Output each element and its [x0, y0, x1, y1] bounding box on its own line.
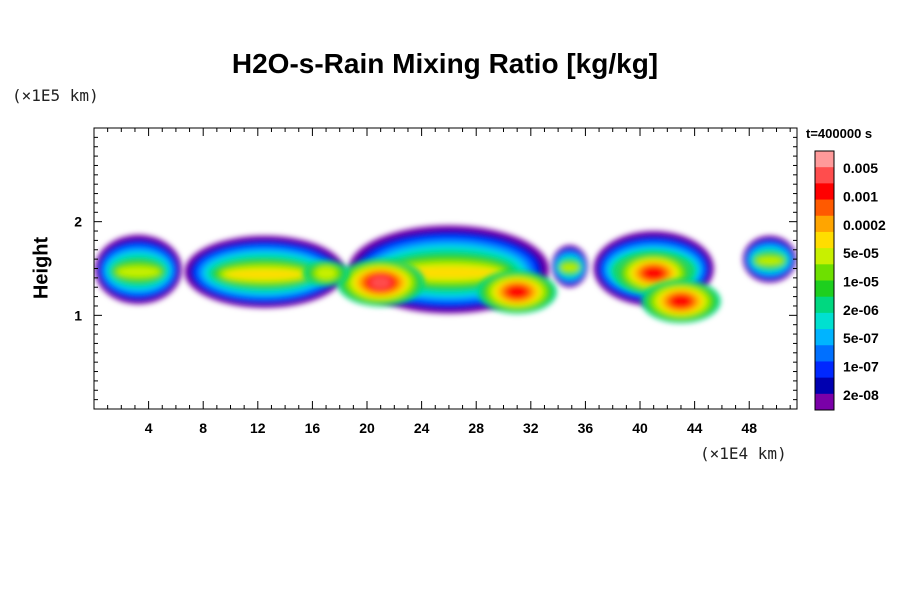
- cloud-contour: [399, 266, 499, 279]
- rain-hotspot: [477, 270, 557, 314]
- colorbar-label: 0.005: [843, 160, 878, 176]
- cloud-band: [742, 235, 797, 283]
- x-tick-label: 40: [632, 420, 648, 436]
- colorbar-swatch: [815, 345, 834, 362]
- colorbar-swatch: [815, 329, 834, 346]
- cloud-contour: [756, 257, 783, 265]
- x-axis: 4 8 12 16 20 24 28 32 36 40 44 48: [107, 128, 791, 436]
- x-tick-label: 8: [199, 420, 207, 436]
- time-label: t=400000 s: [806, 126, 873, 141]
- x-tick-label: 48: [741, 420, 757, 436]
- hotspot-contour: [506, 285, 528, 299]
- colorbar-swatch: [815, 199, 834, 217]
- rain-hotspot: [336, 258, 425, 307]
- y-axis: 12: [74, 136, 797, 401]
- colorbar-swatch: [815, 215, 834, 233]
- cloud-contour: [225, 269, 304, 280]
- colorbar-swatch: [815, 296, 834, 314]
- x-tick-label: 20: [359, 420, 375, 436]
- x-tick-label: 32: [523, 420, 539, 436]
- y-axis-unit-label: (×1E5 km): [12, 86, 99, 105]
- colorbar-label: 5e-05: [843, 245, 879, 261]
- rain-hotspot: [641, 279, 721, 323]
- cloud-band: [184, 235, 345, 308]
- colorbar-swatch: [815, 361, 834, 379]
- colorbar-swatch: [815, 264, 834, 281]
- colorbar-swatch: [815, 393, 834, 411]
- colorbar-label: 1e-07: [843, 358, 879, 374]
- cloud-band: [94, 234, 182, 305]
- x-tick-label: 28: [468, 420, 484, 436]
- cloud-contour: [560, 264, 579, 271]
- colorbar-swatch: [815, 151, 834, 168]
- colorbar-swatch: [815, 183, 834, 201]
- colorbar-swatch: [815, 280, 834, 298]
- y-tick-label: 1: [74, 307, 82, 323]
- x-tick-label: 44: [687, 420, 703, 436]
- x-tick-label: 12: [250, 420, 266, 436]
- colorbar-label: 0.0002: [843, 217, 886, 233]
- hotspot-contour: [643, 266, 664, 280]
- y-tick-label: 2: [74, 214, 82, 230]
- x-tick-label: 24: [414, 420, 430, 436]
- colorbar-swatch: [815, 377, 834, 395]
- colorbar-label: 5e-07: [843, 330, 879, 346]
- x-tick-label: 4: [145, 420, 153, 436]
- cloud-contour: [116, 266, 160, 277]
- colorbar-label: 2e-06: [843, 302, 879, 318]
- x-tick-label: 36: [578, 420, 594, 436]
- colorbar-swatch: [815, 167, 834, 184]
- hotspot-contour: [370, 276, 391, 289]
- hotspot-contour: [670, 295, 692, 308]
- rain-hotspot: [303, 260, 349, 286]
- hotspot-contour: [315, 266, 337, 280]
- colorbar-frame: [814, 150, 835, 411]
- colorbar-swatch: [815, 248, 834, 265]
- colorbar-label: 1e-05: [843, 274, 879, 290]
- colorbar-label: 0.001: [843, 189, 878, 205]
- colorbar-swatch: [815, 231, 834, 249]
- colorbar: 0.005 0.001 0.0002 5e-05 1e-05 2e-06 5e-07 1e-0…: [814, 150, 886, 411]
- cloud-field: [94, 225, 797, 323]
- colorbar-swatch: [815, 312, 834, 330]
- x-tick-label: 16: [305, 420, 321, 436]
- colorbar-label: 2e-08: [843, 387, 879, 403]
- chart-title: H2O-s-Rain Mixing Ratio [kg/kg]: [231, 48, 659, 79]
- x-axis-unit-label: (×1E4 km): [700, 444, 787, 463]
- cloud-band: [551, 245, 588, 288]
